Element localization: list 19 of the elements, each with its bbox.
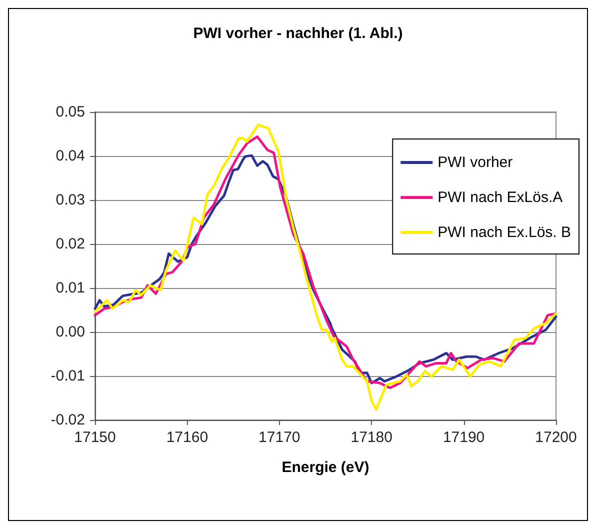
y-tick-label: 0.02 bbox=[56, 236, 85, 252]
chart-title: PWI vorher - nachher (1. Abl.) bbox=[193, 25, 403, 42]
x-tick-label: 17160 bbox=[166, 429, 208, 446]
x-tick-label: 17190 bbox=[442, 429, 485, 446]
legend-label: PWI nach ExLös.A bbox=[438, 189, 563, 206]
x-axis-title: Energie (eV) bbox=[282, 459, 370, 476]
legend-label: PWI nach Ex.Lös. B bbox=[438, 224, 571, 241]
y-tick-label: -0.02 bbox=[50, 412, 85, 428]
x-tick-label: 17150 bbox=[74, 429, 116, 446]
x-tick-label: 17200 bbox=[535, 429, 577, 446]
x-tick-label: 17180 bbox=[350, 429, 392, 446]
y-tick-label: 0.01 bbox=[56, 280, 85, 296]
x-tick-label: 17170 bbox=[258, 429, 300, 446]
y-tick-label: 0.05 bbox=[56, 104, 85, 120]
y-tick-label: 0.00 bbox=[56, 324, 85, 340]
y-tick-label: -0.01 bbox=[50, 368, 85, 384]
y-tick-label: 0.03 bbox=[56, 192, 85, 208]
y-tick-label: 0.04 bbox=[56, 148, 85, 164]
legend-label: PWI vorher bbox=[438, 154, 513, 171]
